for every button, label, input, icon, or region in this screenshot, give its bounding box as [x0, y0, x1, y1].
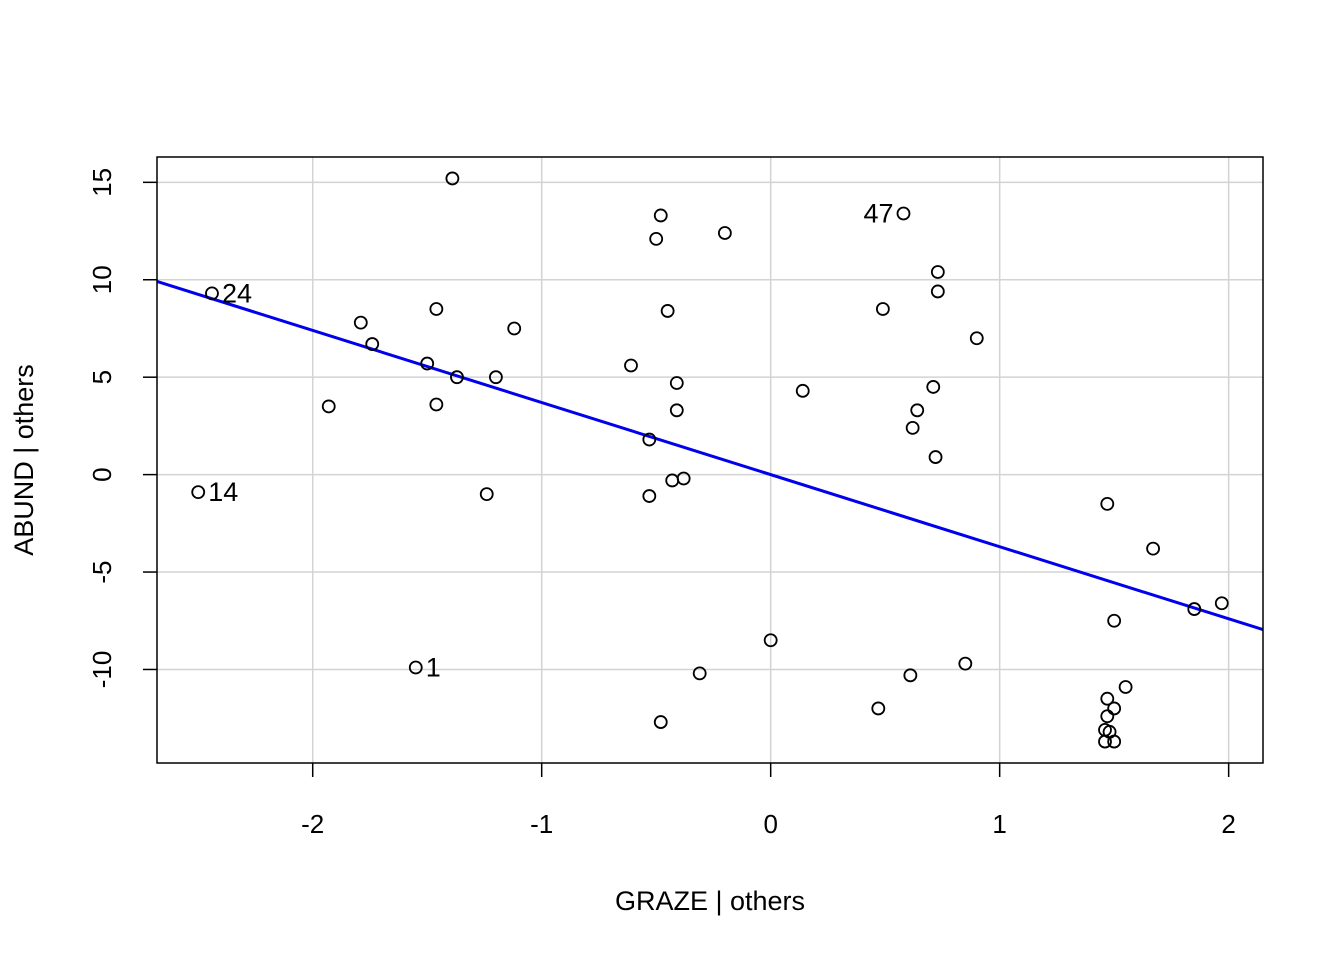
data-point [1107, 734, 1122, 749]
data-point [926, 380, 941, 394]
fit-line-layer [157, 279, 1263, 632]
point-labels: 47 24 14 1 [208, 199, 893, 683]
fit-line [157, 279, 1263, 632]
data-point [669, 376, 684, 390]
data-point [871, 701, 886, 716]
data-point [763, 633, 778, 648]
grid-lines [157, 157, 1263, 763]
data-point [488, 370, 503, 385]
data-point [420, 356, 435, 371]
y-tick-label: 10 [87, 265, 117, 294]
x-tick-label: 1 [992, 809, 1006, 839]
data-point [660, 304, 675, 318]
data-point [1100, 496, 1115, 511]
data-point [930, 265, 945, 279]
data-point [875, 302, 890, 316]
data-point [1100, 709, 1115, 724]
data-point [653, 208, 668, 223]
x-tick-label: 2 [1221, 809, 1235, 839]
data-point [1098, 734, 1112, 749]
data-point [507, 321, 522, 336]
y-axis-title: ABUND | others [9, 364, 39, 556]
data-point [408, 660, 423, 675]
data-point [1107, 613, 1122, 628]
data-point [676, 471, 691, 486]
y-tick-label: 5 [87, 370, 117, 384]
point-label: 47 [863, 199, 893, 229]
point-label: 14 [208, 477, 238, 507]
data-point [1107, 701, 1122, 716]
x-tick-label: -1 [530, 809, 553, 839]
data-point [1187, 602, 1202, 616]
data-point [624, 358, 638, 373]
x-axis-title: GRAZE | others [615, 886, 805, 916]
data-point [429, 302, 444, 316]
data-point [1100, 691, 1115, 706]
data-point [365, 337, 380, 351]
data-point [429, 397, 444, 412]
y-tick-label: 15 [87, 168, 117, 197]
x-tick-label: 0 [763, 809, 777, 839]
data-point [669, 403, 684, 418]
data-point [353, 315, 368, 330]
data-point [717, 226, 732, 240]
data-point [479, 487, 494, 501]
data-point [930, 284, 945, 299]
data-point [205, 286, 219, 301]
data-point [649, 231, 664, 246]
data-point [795, 383, 810, 398]
data-point [321, 399, 336, 414]
y-axis: -10 -5 0 5 10 15 [87, 168, 157, 688]
y-tick-label: 0 [87, 467, 117, 481]
x-axis: -2 -1 0 1 2 [301, 763, 1236, 839]
point-label: 24 [222, 278, 252, 308]
data-point [896, 206, 911, 221]
data-point [445, 171, 460, 186]
plot-frame [156, 156, 1264, 764]
data-point [1214, 596, 1229, 611]
data-point [969, 331, 984, 346]
data-point [653, 715, 668, 729]
y-tick-label: -10 [87, 651, 117, 689]
data-point [692, 666, 707, 681]
data-point [642, 432, 657, 447]
data-point [191, 485, 206, 500]
point-label: 1 [426, 653, 441, 683]
data-point [1146, 541, 1160, 556]
data-point [903, 668, 918, 683]
data-point [450, 370, 464, 385]
x-tick-label: -2 [301, 809, 324, 839]
data-point [905, 420, 920, 435]
data-point [928, 450, 943, 464]
data-point [958, 656, 973, 671]
scatter-points [191, 171, 1229, 749]
y-tick-label: -5 [87, 560, 117, 583]
data-point [642, 489, 657, 503]
data-point [1118, 680, 1133, 694]
data-point [665, 473, 680, 488]
data-point [910, 403, 925, 418]
